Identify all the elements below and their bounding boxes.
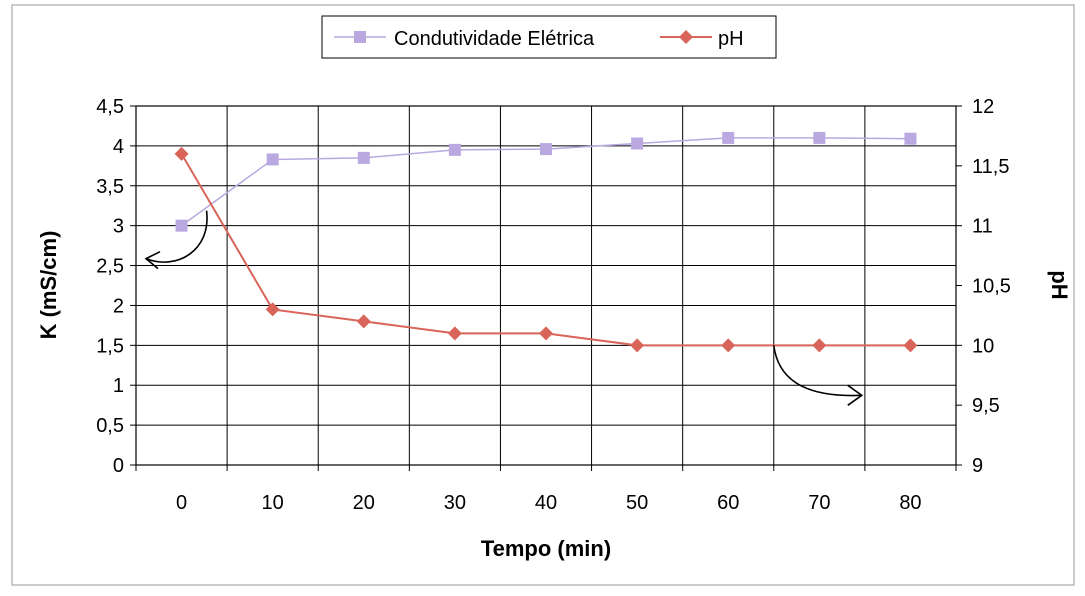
- arrowhead-right-axis: [847, 384, 864, 406]
- data-point-ph: [447, 326, 462, 341]
- series-group: [174, 131, 918, 353]
- y-axis-right-label: pH: [1047, 270, 1072, 299]
- legend: Condutividade Elétrica pH: [321, 15, 777, 59]
- x-tick-label: 40: [535, 492, 557, 514]
- data-point-condutividade: [357, 151, 370, 164]
- data-point-condutividade: [540, 143, 552, 156]
- x-axis-label: Tempo (min): [481, 536, 611, 561]
- y-right-tick-label: 9: [972, 455, 983, 477]
- legend-label-ph: pH: [718, 28, 744, 50]
- axes-group: 00,511,522,533,544,50 10 20 30 40 50 60 70 8099,…: [96, 96, 1011, 514]
- data-point-condutividade: [904, 132, 917, 145]
- y-axis-left-label: K (mS/cm): [36, 231, 61, 340]
- x-tick-label: 50: [626, 492, 648, 514]
- data-point-ph: [903, 338, 918, 353]
- x-tick-label: 80: [899, 492, 921, 514]
- legend-marker-ph: [679, 30, 693, 44]
- data-point-ph: [356, 314, 371, 329]
- data-point-condutividade: [175, 219, 188, 232]
- y-right-tick-label: 10,5: [972, 276, 1011, 298]
- data-point-ph: [812, 338, 827, 353]
- y-left-tick-label: 2,5: [96, 256, 124, 278]
- annotation-arrows: [144, 210, 864, 406]
- data-point-condutividade: [722, 131, 735, 144]
- y-left-tick-label: 0,5: [96, 415, 124, 437]
- chart-frame: [11, 4, 1075, 586]
- x-tick-label: 10: [262, 492, 284, 514]
- y-left-tick-label: 2: [113, 295, 124, 317]
- y-left-tick-label: 0: [113, 455, 124, 477]
- y-left-tick-label: 3: [113, 216, 124, 238]
- y-left-tick-label: 1,5: [96, 335, 124, 357]
- y-right-tick-label: 11: [972, 216, 993, 238]
- x-tick-label: 60: [717, 492, 739, 514]
- arrow-left-axis: [145, 210, 208, 263]
- data-point-ph: [174, 146, 189, 161]
- legend-label-condutividade: Condutividade Elétrica: [394, 28, 595, 50]
- data-point-condutividade: [631, 137, 644, 150]
- data-point-condutividade: [266, 153, 279, 166]
- x-tick-label: 70: [808, 492, 830, 514]
- y-left-tick-label: 1: [113, 375, 124, 397]
- legend-marker-condutividade: [354, 31, 366, 43]
- y-right-tick-label: 10: [972, 335, 994, 357]
- arrowhead-left-axis: [144, 250, 161, 270]
- y-right-tick-label: 11,5: [972, 156, 1009, 178]
- data-point-ph: [539, 326, 553, 341]
- x-tick-label: 30: [444, 492, 466, 514]
- data-point-condutividade: [813, 131, 826, 144]
- y-right-tick-label: 9,5: [972, 395, 1000, 417]
- x-tick-label: 0: [176, 492, 187, 514]
- data-point-ph: [630, 338, 645, 353]
- y-left-tick-label: 3,5: [96, 176, 124, 198]
- data-point-ph: [721, 338, 736, 353]
- arrow-right-axis: [772, 345, 862, 397]
- data-point-condutividade: [448, 143, 461, 156]
- x-tick-label: 20: [353, 492, 375, 514]
- y-right-tick-label: 12: [972, 96, 994, 118]
- data-point-ph: [265, 302, 280, 317]
- y-left-tick-label: 4,5: [96, 96, 124, 118]
- y-left-tick-label: 4: [113, 136, 124, 158]
